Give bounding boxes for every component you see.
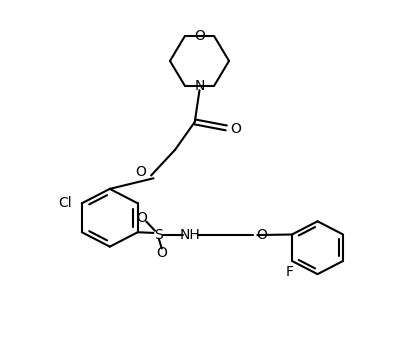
Text: Cl: Cl bbox=[59, 196, 72, 210]
Text: O: O bbox=[256, 228, 267, 242]
Text: N: N bbox=[194, 79, 205, 93]
Text: O: O bbox=[194, 29, 205, 43]
Text: F: F bbox=[286, 265, 294, 279]
Text: O: O bbox=[156, 246, 167, 260]
Text: O: O bbox=[230, 122, 241, 136]
Text: O: O bbox=[136, 211, 147, 225]
Text: NH: NH bbox=[179, 228, 200, 242]
Text: O: O bbox=[135, 165, 146, 179]
Text: S: S bbox=[154, 228, 162, 242]
